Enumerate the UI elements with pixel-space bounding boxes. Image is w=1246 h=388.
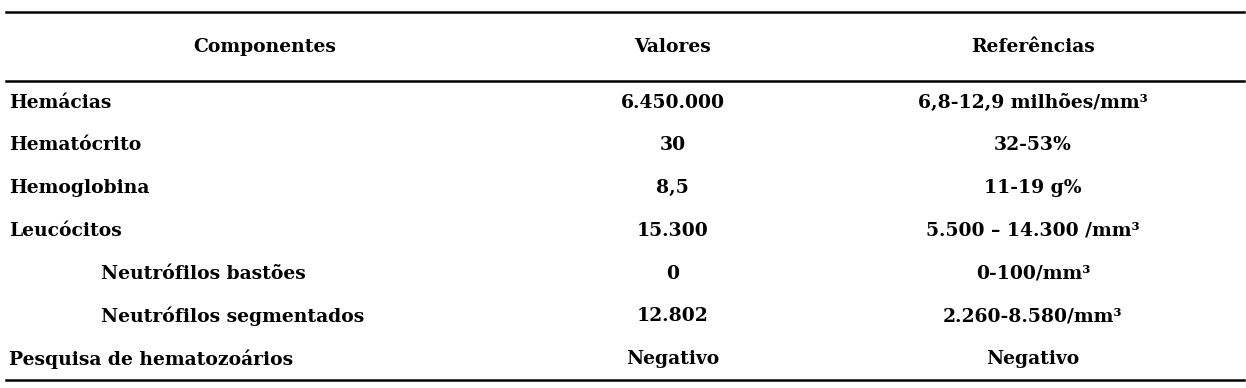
Text: Neutrófilos segmentados: Neutrófilos segmentados — [75, 307, 364, 326]
Text: Valores: Valores — [634, 38, 711, 55]
Text: Negativo: Negativo — [987, 350, 1079, 368]
Text: 2.260-8.580/mm³: 2.260-8.580/mm³ — [943, 307, 1123, 325]
Text: 30: 30 — [660, 137, 685, 154]
Text: 11-19 g%: 11-19 g% — [984, 179, 1082, 197]
Text: Neutrófilos bastões: Neutrófilos bastões — [75, 265, 305, 282]
Text: 5.500 – 14.300 /mm³: 5.500 – 14.300 /mm³ — [926, 222, 1140, 240]
Text: 32-53%: 32-53% — [994, 137, 1072, 154]
Text: 6,8-12,9 milhões/mm³: 6,8-12,9 milhões/mm³ — [918, 94, 1148, 112]
Text: Pesquisa de hematozoários: Pesquisa de hematozoários — [9, 349, 293, 369]
Text: 8,5: 8,5 — [657, 179, 689, 197]
Text: 6.450.000: 6.450.000 — [621, 94, 725, 112]
Text: Hemácias: Hemácias — [9, 94, 111, 112]
Text: 12.802: 12.802 — [637, 307, 709, 325]
Text: Hematócrito: Hematócrito — [9, 137, 141, 154]
Text: 0-100/mm³: 0-100/mm³ — [976, 265, 1090, 282]
Text: Hemoglobina: Hemoglobina — [9, 179, 150, 197]
Text: Referências: Referências — [971, 38, 1095, 55]
Text: 0: 0 — [667, 265, 679, 282]
Text: Leucócitos: Leucócitos — [9, 222, 121, 240]
Text: Negativo: Negativo — [627, 350, 719, 368]
Text: Componentes: Componentes — [193, 38, 336, 55]
Text: 15.300: 15.300 — [637, 222, 709, 240]
